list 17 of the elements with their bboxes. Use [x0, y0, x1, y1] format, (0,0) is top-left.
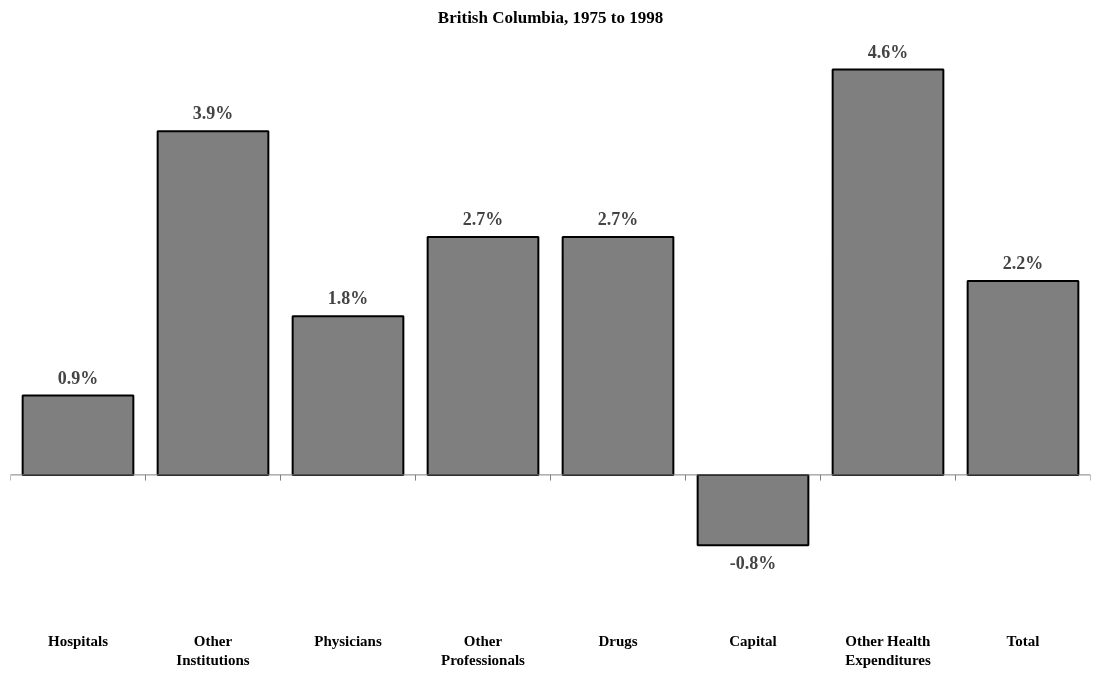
- data-label: 0.9%: [57, 367, 99, 388]
- data-label: 1.8%: [327, 288, 369, 309]
- data-label: 2.7%: [462, 208, 504, 229]
- data-label: 2.2%: [1002, 253, 1044, 274]
- x-tick-label: Drugs: [598, 632, 638, 649]
- x-tick-label: Other Institutions: [176, 632, 250, 668]
- chart-title: British Columbia, 1975 to 1998: [437, 7, 664, 27]
- data-label: 4.6%: [867, 41, 909, 62]
- data-label: -0.8%: [729, 553, 777, 574]
- x-tick-label: Other Health Expenditures: [845, 632, 932, 668]
- x-tick-label: Total: [1006, 632, 1040, 649]
- data-label: 3.9%: [192, 103, 234, 124]
- x-tick-label: Capital: [729, 632, 777, 649]
- data-label: 2.7%: [597, 208, 639, 229]
- x-tick-label: Hospitals: [47, 632, 109, 649]
- x-tick-label: Physicians: [314, 632, 382, 649]
- x-tick-label: Other Professionals: [441, 632, 526, 668]
